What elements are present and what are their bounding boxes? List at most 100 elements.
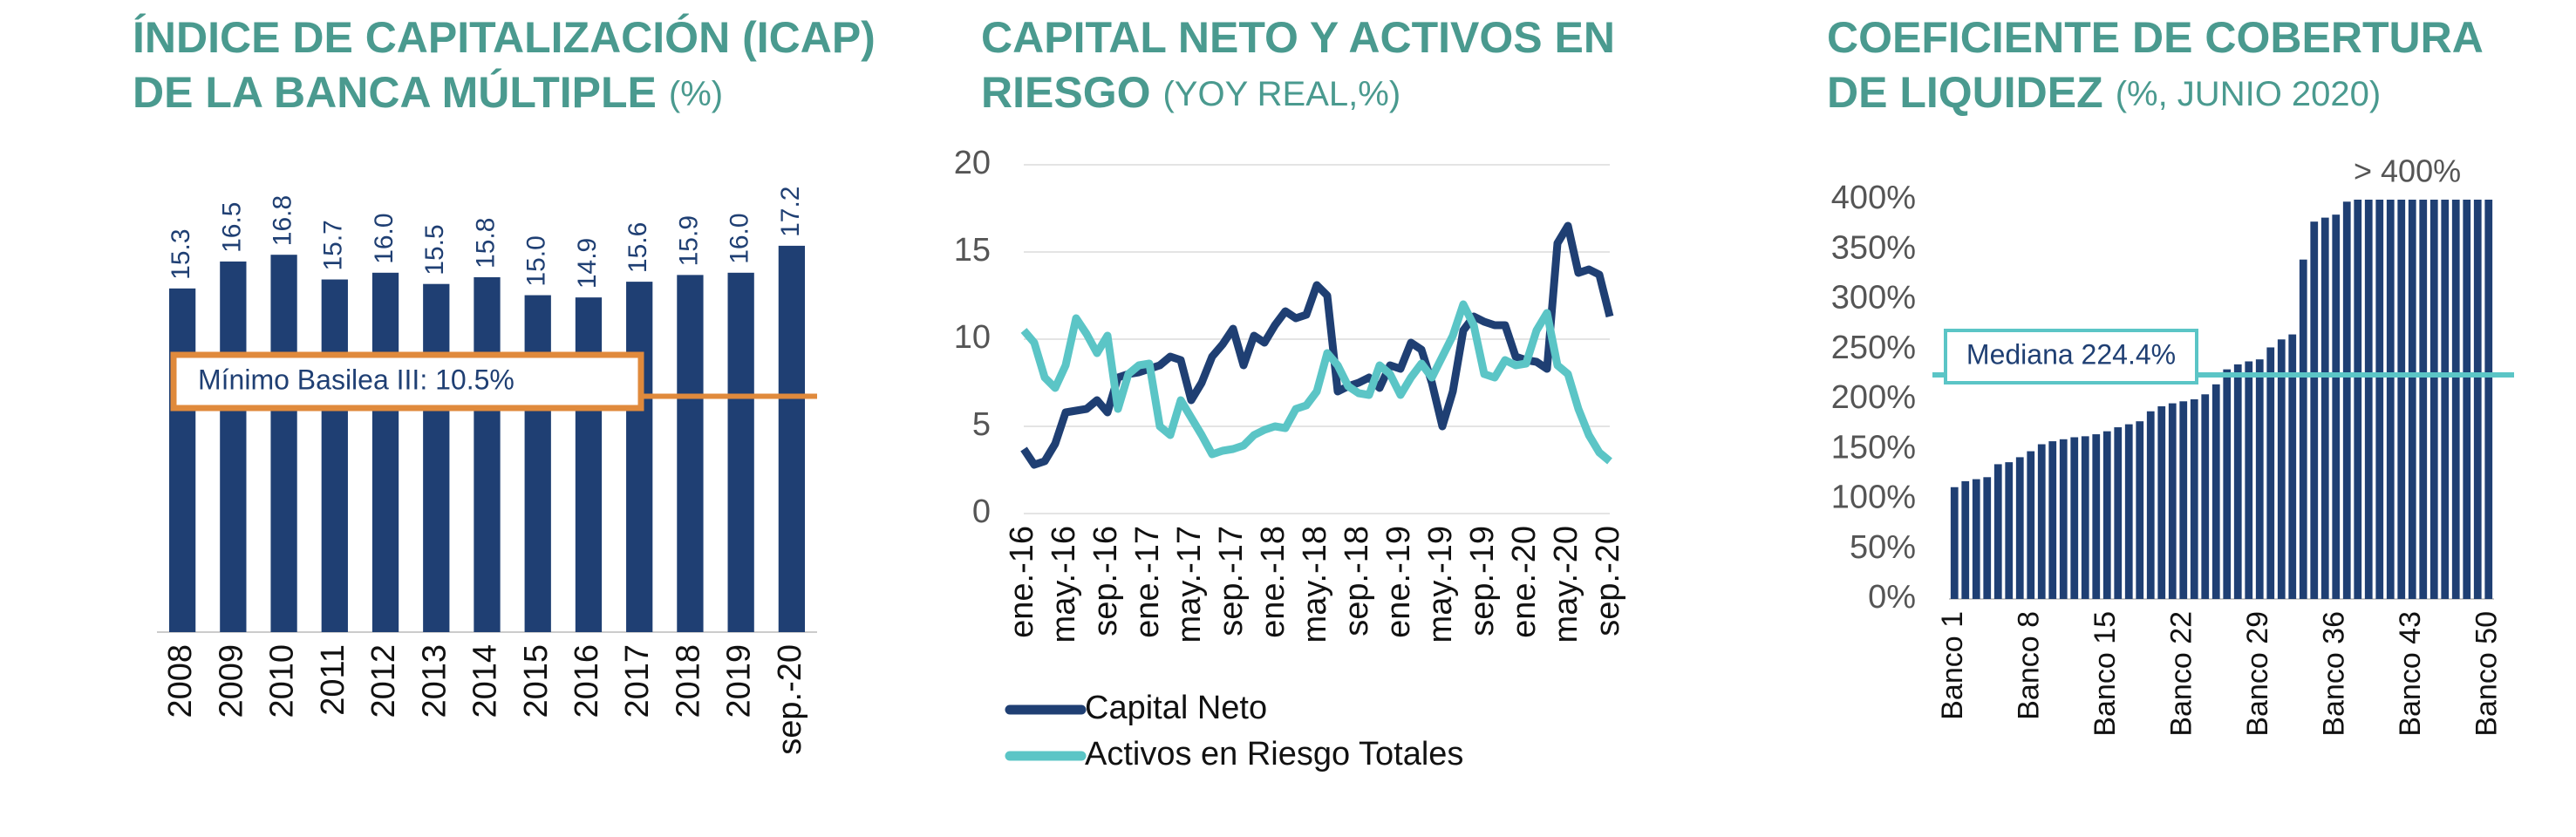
value-label: 15.9	[674, 215, 703, 266]
annotation: > 400%	[2354, 153, 2461, 189]
title-line: CAPITAL NETO Y ACTIVOS EN	[981, 13, 1615, 62]
line-series	[1020, 221, 1614, 469]
title-unit: (%, JUNIO 2020)	[2116, 75, 2382, 113]
bar	[2081, 436, 2089, 599]
x-tick-label: Banco 43	[2394, 611, 2427, 737]
bar	[2266, 347, 2275, 599]
bar	[2005, 462, 2014, 599]
annotation-box	[170, 351, 644, 412]
bar	[1983, 477, 1992, 599]
bar	[2124, 424, 2133, 599]
bar	[677, 275, 704, 632]
value-label: 15.8	[471, 218, 500, 269]
bar	[2136, 421, 2144, 599]
y-tick-label: 5	[972, 406, 991, 443]
bar	[2015, 457, 2024, 599]
bar	[2157, 406, 2166, 599]
x-tick-label: Banco 15	[2089, 611, 2122, 737]
bar	[321, 279, 348, 632]
bar	[2146, 411, 2155, 599]
bar	[270, 255, 297, 632]
bar	[2190, 399, 2198, 599]
legend-label: Activos en Riesgo Totales	[1085, 736, 1463, 772]
value-label: 15.0	[522, 235, 551, 286]
bar	[2168, 403, 2177, 599]
y-tick-label: 400%	[1831, 180, 1916, 216]
bar	[2255, 359, 2264, 599]
x-tick-label: sep.-19	[1464, 526, 1501, 636]
x-tick-label: ene.-19	[1380, 526, 1417, 638]
bar	[168, 288, 196, 632]
y-tick-label: 0%	[1868, 579, 1916, 616]
chart-title: COEFICIENTE DE COBERTURA	[1827, 13, 2484, 62]
bar	[2223, 369, 2232, 599]
bar	[2473, 200, 2482, 599]
legend-label: Capital Neto	[1085, 690, 1267, 726]
y-tick-label: 15	[954, 232, 991, 269]
title-line: RIESGO	[981, 68, 1150, 117]
bar	[2408, 200, 2416, 599]
bar	[2059, 439, 2068, 599]
bar	[575, 297, 603, 632]
value-label: 16.5	[217, 202, 246, 253]
value-label: 15.5	[420, 224, 449, 275]
bar	[2114, 427, 2123, 599]
bar	[2233, 364, 2242, 599]
bar	[1950, 487, 1959, 599]
bar	[626, 282, 653, 632]
x-tick-label: 2016	[569, 644, 605, 718]
title-line: COEFICIENTE DE COBERTURA	[1827, 13, 2484, 62]
annotation-text: Mínimo Basilea III: 10.5%	[198, 364, 515, 395]
bar	[2211, 384, 2220, 599]
chart-title: DE LA BANCA MÚLTIPLE (%)	[133, 68, 723, 117]
bar	[2354, 200, 2362, 599]
title-line: DE LIQUIDEZ	[1827, 68, 2103, 117]
bar	[2451, 200, 2460, 599]
bar	[2484, 200, 2493, 599]
x-tick-label: Banco 29	[2241, 611, 2274, 737]
x-tick-label: Banco 36	[2318, 611, 2351, 737]
y-tick-label: 20	[954, 145, 991, 181]
y-tick-label: 0	[972, 493, 991, 530]
title-line: DE LA BANCA MÚLTIPLE	[133, 68, 657, 117]
x-tick-label: Banco 50	[2470, 611, 2504, 737]
x-tick-label: ene.-20	[1506, 526, 1543, 638]
value-label: 15.3	[167, 228, 195, 279]
x-tick-label: ene.-18	[1255, 526, 1291, 638]
x-tick-label: 2014	[467, 644, 504, 718]
bar	[2037, 444, 2046, 599]
line-series	[1020, 300, 1612, 465]
x-tick-label: 2019	[721, 644, 758, 718]
bar	[2277, 339, 2286, 599]
value-label: 14.9	[573, 238, 602, 289]
bar	[2441, 200, 2450, 599]
value-label: 16.8	[268, 195, 296, 246]
bar	[2245, 361, 2253, 599]
bar	[2419, 200, 2428, 599]
x-tick-label: Banco 1	[1936, 611, 1969, 720]
bar	[2179, 401, 2188, 599]
y-tick-label: 350%	[1831, 229, 1916, 266]
x-tick-label: Banco 22	[2165, 611, 2198, 737]
bar	[2070, 437, 2079, 599]
bar	[2386, 200, 2395, 599]
bar	[2375, 200, 2384, 599]
bar	[727, 272, 754, 632]
bar	[524, 295, 551, 632]
bar	[1961, 480, 1970, 599]
annotation-box	[1944, 329, 2198, 384]
bar	[2310, 221, 2319, 599]
y-tick-label: 10	[954, 319, 991, 356]
bar	[2201, 394, 2210, 599]
bar	[2102, 431, 2111, 599]
bar	[2048, 441, 2057, 599]
x-tick-label: 2012	[365, 644, 402, 718]
title-unit: (%)	[669, 75, 723, 113]
chart-title: DE LIQUIDEZ (%, JUNIO 2020)	[1827, 68, 2381, 117]
bar	[2320, 217, 2329, 600]
y-tick-label: 100%	[1831, 480, 1916, 516]
bar	[778, 245, 806, 632]
bar	[423, 283, 450, 632]
x-tick-label: may.-19	[1422, 526, 1459, 643]
